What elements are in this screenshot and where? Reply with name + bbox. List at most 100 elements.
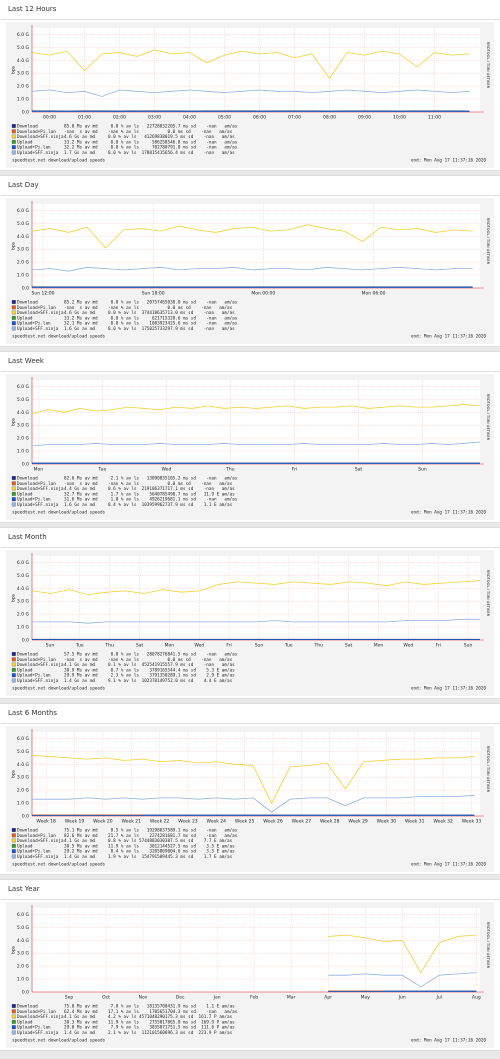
legend-swatch (11, 1004, 16, 1008)
chart-panel: Last Year 0.0 1.0 G 2.0 G 3.0 G 4.0 G 5.0 G 6.0… (0, 880, 500, 1050)
legend-swatch (11, 843, 16, 848)
chart: 0.0 1.0 G 2.0 G 3.0 G 4.0 G 5.0 G 6.0 G Sun Tue T… (6, 550, 494, 696)
legend-stats: 75.1 Ms av md 8.5 % av ls 19298837589.1 … (64, 828, 238, 834)
chart-panel: Last 12 Hours 0.0 1.0 G 2.0 G 3.0 G 4.0 G 5.0 … (0, 0, 500, 170)
x-tick-label: 06:00 (253, 115, 266, 121)
chart-title: Last Year (0, 880, 500, 900)
legend-label: Upload (17, 1019, 33, 1025)
plot-area (32, 732, 480, 816)
y-tick-label: 3.0 G (17, 951, 30, 957)
legend-swatch (11, 652, 16, 656)
y-tick-label: 5.0 G (17, 925, 30, 931)
y-tick-label: 2.0 G (17, 436, 30, 442)
y-axis-label: bps (11, 769, 17, 778)
y-tick-label: 0.0 (22, 110, 29, 116)
legend-swatch (11, 145, 16, 150)
series-line (31, 224, 473, 249)
comment: speedtest.net download/upload speeds (12, 510, 106, 516)
end-note: end: Mon Aug 17 11:37:16 2020 (411, 334, 486, 340)
chart-panel: Last Day 0.0 1.0 G 2.0 G 3.0 G 4.0 G 5.0 G 6.0 … (0, 176, 500, 346)
chart-panel: Last Month 0.0 1.0 G 2.0 G 3.0 G 4.0 G 5.0 G 6.… (0, 528, 500, 698)
x-tick-label: Tue (75, 643, 84, 649)
legend-label: Download+SFF.ninja (17, 310, 64, 316)
chart-title: Last Week (0, 352, 500, 372)
legend-stats: 31.6 Ms av md 1.8 % av ls 4926219681.1 m… (64, 497, 238, 503)
watermark: RRDTOOL / TOBI OETIKER (486, 922, 490, 969)
y-tick-label: 3.0 G (17, 71, 30, 77)
x-tick-label: Week 21 (121, 819, 141, 825)
legend-stats: 4.6 Gs av md 0.0 % av ls 41269838019.5 m… (64, 134, 235, 140)
legend-label: Upload+Pi.lan (17, 673, 51, 679)
x-tick-label: Wed (161, 467, 171, 473)
x-tick-label: Wed (194, 643, 204, 649)
chart-panel: Last Week 0.0 1.0 G 2.0 G 3.0 G 4.0 G 5.0 G 6.0… (0, 352, 500, 522)
legend-label: Upload+Pi.lan (17, 321, 51, 327)
legend-stats: 57.5 Ms av md 0.0 % av ls 28078276841.5 … (64, 652, 238, 658)
series-line (328, 972, 477, 988)
legend-swatch (11, 502, 16, 507)
x-tick-label: Week 22 (150, 819, 170, 825)
comment: speedtest.net download/upload speeds (12, 862, 106, 868)
y-tick-label: 2.0 G (17, 612, 30, 618)
legend-swatch (11, 129, 16, 134)
x-tick-label: Mon (34, 467, 44, 473)
legend-label: Download (17, 476, 38, 482)
legend-label: Upload+Pi.lan (17, 849, 51, 855)
x-tick-label: May (361, 995, 371, 1001)
legend-label: Download+Pi.lan (17, 481, 56, 487)
x-tick-label: Thu (313, 643, 323, 649)
y-tick-label: 3.0 G (17, 247, 30, 253)
y-axis-label: bps (11, 945, 17, 954)
legend-label: Upload+SFF.ninja (17, 502, 59, 508)
x-tick-label: 05:00 (218, 115, 231, 121)
x-tick-label: 02:00 (113, 115, 126, 121)
x-tick-label: Week 19 (65, 819, 85, 825)
x-tick-label: Sat (136, 643, 144, 649)
legend-stats: 1.7 Gs av md 0.0 % av ls 178815415656.4 … (64, 150, 235, 156)
legend-stats: -nan s av md -nan % av ls 0.0 ms sd -nan… (64, 657, 233, 663)
x-tick-label: Week 30 (377, 819, 397, 825)
y-axis-label: bps (11, 417, 17, 426)
legend-label: Download+SFF.ninja (17, 662, 64, 668)
x-tick-label: Aug (472, 995, 481, 1001)
x-tick-label: Week 32 (433, 819, 453, 825)
legend-label: Upload+Pi.lan (17, 1025, 51, 1031)
x-tick-label: Sun (255, 643, 264, 649)
legend-stats: 29.0 Ms av md 7.9 % av ls 3035871751.5 m… (64, 1025, 235, 1031)
x-tick-label: Wed (403, 643, 413, 649)
x-tick-label: Sat (355, 467, 363, 473)
legend-label: Download (17, 652, 38, 658)
y-tick-label: 4.0 G (17, 58, 30, 64)
y-axis-label: bps (11, 241, 17, 250)
legend-stats: 4.1 Gs av md 0.8 % av ls 5744883030387.5… (64, 838, 233, 844)
legend-swatch (11, 662, 16, 667)
chart: 0.0 1.0 G 2.0 G 3.0 G 4.0 G 5.0 G 6.0 G 00:00 01… (6, 22, 494, 168)
legend-label: Download (17, 300, 38, 306)
legend-stats: 30.5 Ms av md 11.9 % av ls 3012144527.5 … (64, 843, 235, 849)
x-tick-label: Apr (324, 995, 332, 1001)
x-tick-label: Thu (104, 643, 114, 649)
legend-stats: -nan s av md -nan % av ls 0.0 ms sd -nan… (64, 481, 233, 487)
y-tick-label: 1.0 G (17, 97, 30, 103)
legend-label: Download+Pi.lan (17, 657, 56, 663)
legend-label: Download+Pi.lan (17, 305, 56, 311)
series-line (32, 618, 480, 624)
chart-title: Last 12 Hours (0, 0, 500, 20)
y-axis-label: bps (11, 65, 17, 74)
x-tick-label: Tue (98, 467, 107, 473)
legend-label: Upload+SFF.ninja (17, 150, 59, 156)
y-tick-label: 6.0 G (17, 560, 30, 566)
x-tick-label: 08:00 (323, 115, 336, 121)
x-tick-label: Week 25 (235, 819, 255, 825)
x-tick-label: Feb (250, 995, 258, 1001)
watermark: RRDTOOL / TOBI OETIKER (486, 42, 490, 89)
y-tick-label: 5.0 G (17, 749, 30, 755)
y-tick-label: 5.0 G (17, 573, 30, 579)
legend-swatch (11, 1009, 16, 1014)
comment: speedtest.net download/upload speeds (12, 1038, 106, 1044)
legend-label: Upload (17, 139, 33, 145)
y-tick-label: 2.0 G (17, 788, 30, 794)
x-tick-label: 04:00 (183, 115, 196, 121)
series-line (32, 794, 475, 813)
legend-stats: 62.4 Ms av md 17.1 % av ls 1705651704.3 … (64, 1009, 238, 1015)
